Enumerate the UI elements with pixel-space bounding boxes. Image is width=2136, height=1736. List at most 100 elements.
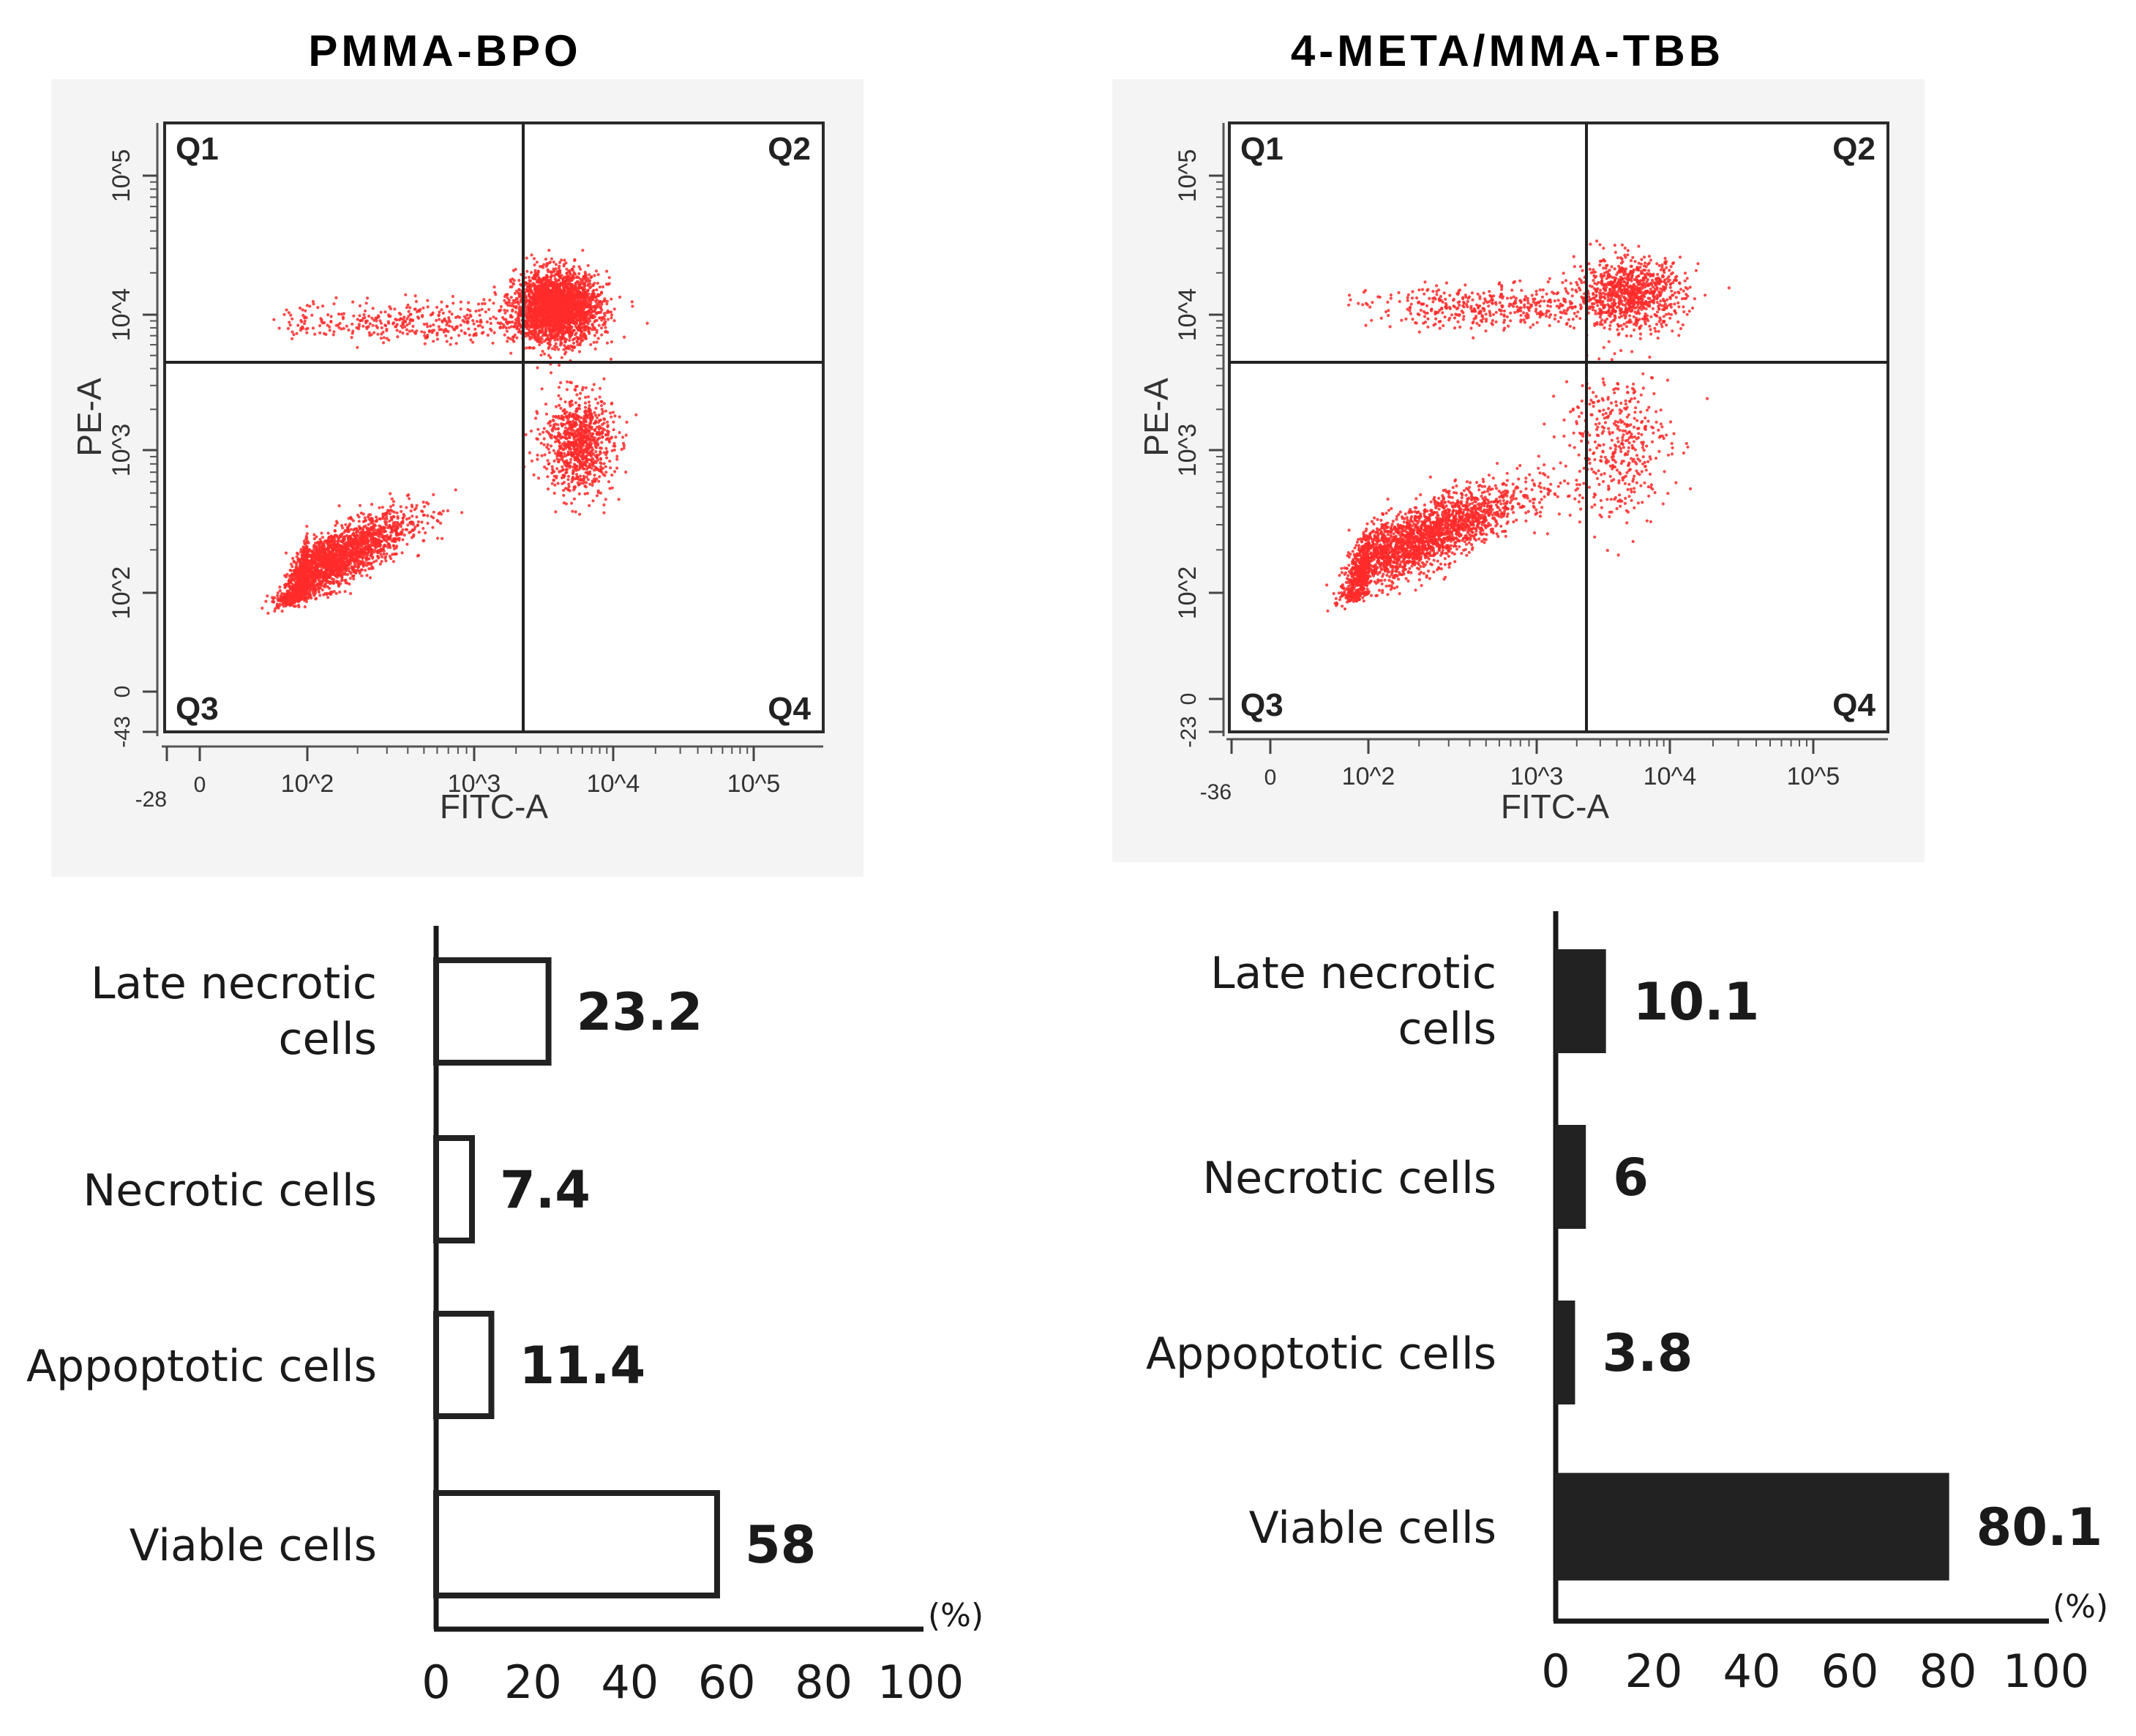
- scatter-point: [395, 545, 399, 548]
- scatter-point: [353, 527, 356, 531]
- scatter-point: [416, 553, 421, 557]
- scatter-point: [304, 574, 307, 577]
- scatter-point: [301, 566, 304, 571]
- scatter-point: [516, 300, 520, 304]
- scatter-point: [264, 599, 268, 603]
- scatter-point: [303, 566, 307, 569]
- scatter-point: [579, 306, 582, 310]
- scatter-point: [271, 597, 275, 601]
- scatter-point: [293, 601, 296, 605]
- scatter-point: [544, 258, 548, 261]
- scatter-point: [530, 253, 533, 257]
- scatter-point: [387, 525, 391, 529]
- scatter-point: [326, 547, 330, 551]
- scatter-point: [593, 299, 597, 303]
- scatter-point: [296, 566, 300, 571]
- scatter-point: [377, 550, 381, 555]
- scatter-point: [387, 509, 391, 513]
- scatter-point: [512, 325, 516, 329]
- scatter-point: [382, 513, 386, 517]
- scatter-point: [306, 593, 310, 596]
- scatter-point: [333, 558, 337, 561]
- scatter-point: [560, 323, 563, 328]
- scatter-point: [352, 542, 356, 546]
- scatter-point: [325, 572, 329, 576]
- scatter-point: [411, 505, 414, 509]
- scatter-point: [355, 530, 359, 534]
- scatter-point: [357, 565, 361, 569]
- scatter-point: [296, 603, 301, 607]
- scatter-point: [601, 285, 605, 289]
- scatter-point: [410, 536, 414, 539]
- scatter-point: [326, 540, 329, 544]
- scatter-point: [394, 520, 397, 525]
- scatter-point: [563, 258, 566, 262]
- scatter-point: [602, 323, 605, 326]
- scatter-point: [312, 572, 316, 576]
- scatter-point: [564, 329, 568, 333]
- scatter-point: [525, 269, 529, 273]
- scatter-point: [320, 540, 323, 544]
- scatter-point: [305, 548, 309, 552]
- scatter-point: [548, 340, 552, 343]
- scatter-point: [551, 287, 555, 291]
- scatter-point: [525, 256, 528, 260]
- scatter-point: [385, 538, 389, 542]
- scatter-point: [341, 526, 345, 530]
- scatter-point: [528, 337, 532, 341]
- scatter-point: [349, 555, 353, 558]
- scatter-point: [284, 551, 288, 555]
- scatter-point: [292, 559, 296, 564]
- scatter-point: [373, 540, 377, 544]
- scatter-point: [372, 543, 375, 547]
- scatter-point: [309, 585, 312, 588]
- scatter-point: [391, 528, 395, 531]
- scatter-point: [381, 506, 384, 509]
- scatter-point: [321, 580, 325, 583]
- scatter-point: [311, 580, 315, 584]
- scatter-point: [421, 501, 425, 504]
- scatter-point: [540, 264, 544, 269]
- scatter-point: [580, 322, 583, 326]
- scatter-point: [432, 493, 435, 497]
- scatter-point: [375, 544, 379, 548]
- scatter-point: [370, 553, 373, 557]
- scatter-point: [558, 363, 561, 367]
- scatter-point: [391, 500, 396, 504]
- scatter-point: [596, 337, 600, 340]
- scatter-point: [553, 338, 557, 342]
- scatter-point: [416, 520, 421, 524]
- scatter-point: [348, 577, 352, 580]
- scatter-point: [389, 557, 393, 561]
- plot-title: PMMA-BPO: [308, 26, 581, 75]
- scatter-point: [314, 542, 318, 545]
- scatter-point: [460, 511, 464, 515]
- scatter-point: [391, 560, 396, 564]
- scatter-point: [337, 557, 341, 561]
- scatter-point: [382, 552, 386, 556]
- scatter-point: [333, 542, 337, 546]
- scatter-point: [318, 537, 322, 542]
- scatter-point: [359, 539, 364, 542]
- scatter-point: [406, 523, 410, 527]
- scatter-point: [318, 586, 321, 590]
- scatter-point: [554, 303, 558, 307]
- scatter-point: [350, 550, 354, 553]
- scatter-points: [261, 248, 649, 616]
- scatter-point: [320, 545, 323, 548]
- scatter-point: [326, 596, 330, 599]
- scatter-point: [425, 501, 429, 505]
- scatter-point: [284, 603, 288, 607]
- scatter-point: [531, 276, 535, 280]
- scatter-point: [576, 343, 580, 347]
- scatter-point: [405, 542, 409, 546]
- scatter-point: [596, 273, 600, 277]
- scatter-point: [399, 522, 402, 526]
- scatter-point: [326, 580, 329, 583]
- scatter-point: [365, 574, 369, 577]
- scatter-point: [298, 589, 301, 593]
- scatter-point: [391, 539, 395, 543]
- scatter-point: [313, 592, 317, 596]
- scatter-point: [296, 592, 299, 596]
- scatter-point: [413, 525, 417, 529]
